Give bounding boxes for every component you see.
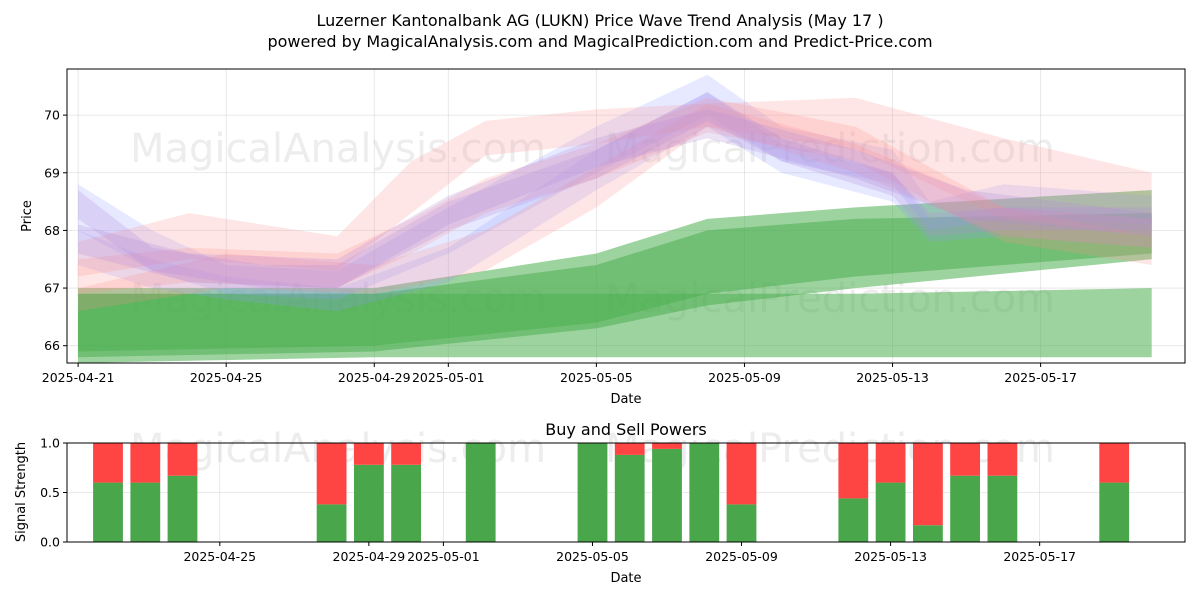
sell-bar xyxy=(167,443,198,476)
sell-bar xyxy=(652,443,682,449)
band-green-2 xyxy=(78,288,1152,363)
price-y-axis-label: Price xyxy=(20,200,35,232)
x-tick-label: 2025-04-29 xyxy=(333,549,406,564)
y-tick-label: 66 xyxy=(44,338,60,353)
buy-bar xyxy=(950,475,980,542)
x-tick-label: 2025-05-13 xyxy=(854,549,927,564)
sell-bar xyxy=(354,443,384,465)
buy-bar xyxy=(875,482,906,542)
sell-bar xyxy=(838,443,869,499)
x-tick-label: 2025-05-17 xyxy=(1003,549,1076,564)
chart-subtitle: powered by MagicalAnalysis.com and Magic… xyxy=(267,32,932,51)
x-tick-label: 2025-05-09 xyxy=(705,549,778,564)
signal-y-axis-label: Signal Strength xyxy=(14,442,29,542)
signal-x-axis-label: Date xyxy=(610,571,641,586)
sell-bar xyxy=(93,443,123,483)
sell-bar xyxy=(913,443,943,526)
band-purple-9 xyxy=(78,109,1152,289)
price-bands xyxy=(78,74,1152,363)
sell-bar xyxy=(726,443,757,505)
price-plot-frame xyxy=(66,68,1186,364)
x-tick-label: 2025-05-09 xyxy=(708,370,781,385)
band-blue-4 xyxy=(78,92,1152,312)
watermark-text: MagicalAnalysis.com xyxy=(130,126,546,172)
y-tick-label: 69 xyxy=(44,165,60,180)
buy-bar xyxy=(1099,482,1130,542)
x-tick-label: 2025-04-25 xyxy=(190,370,263,385)
y-tick-label: 1.0 xyxy=(40,436,60,451)
buy-bar xyxy=(167,475,198,542)
x-tick-label: 2025-05-13 xyxy=(856,370,929,385)
sell-bar xyxy=(875,443,906,483)
buy-bar xyxy=(652,448,682,542)
price-x-ticks: 2025-04-21 2025-04-25 2025-04-29 2025-05-01… xyxy=(42,363,1077,385)
buy-bar xyxy=(838,498,869,542)
buy-bar xyxy=(354,464,384,542)
price-wave-chart: 2025-04-21 2025-04-25 2025-04-29 2025-05-01… xyxy=(20,68,1186,407)
buy-bar xyxy=(614,454,645,542)
y-tick-label: 70 xyxy=(44,108,60,123)
sell-bar xyxy=(316,443,347,505)
band-red-7 xyxy=(78,103,1152,312)
signal-y-ticks: 0.0 0.5 1.0 xyxy=(40,436,67,550)
x-tick-label: 2025-05-01 xyxy=(407,549,480,564)
band-red-5 xyxy=(78,97,1152,277)
x-tick-label: 2025-05-05 xyxy=(556,549,629,564)
buy-bar xyxy=(913,525,943,542)
x-tick-label: 2025-04-25 xyxy=(183,549,256,564)
chart-title: Luzerner Kantonalbank AG (LUKN) Price Wa… xyxy=(316,11,883,30)
signal-bars xyxy=(93,443,1130,542)
y-tick-label: 0.0 xyxy=(40,535,60,550)
y-tick-label: 0.5 xyxy=(40,485,60,500)
band-red-6 xyxy=(78,97,1152,294)
buy-bar xyxy=(93,482,123,542)
sell-bar xyxy=(987,443,1018,476)
buy-bar xyxy=(391,464,421,542)
x-tick-label: 2025-05-01 xyxy=(412,370,485,385)
signal-x-ticks: 2025-04-25 2025-04-29 2025-05-01 2025-05-05… xyxy=(183,542,1076,564)
buy-bar xyxy=(316,504,347,542)
buy-sell-title: Buy and Sell Powers xyxy=(545,420,707,439)
sell-bar xyxy=(1099,443,1130,483)
sell-bar xyxy=(391,443,421,465)
x-tick-label: 2025-05-17 xyxy=(1004,370,1077,385)
buy-bar xyxy=(577,443,608,542)
x-tick-label: 2025-05-05 xyxy=(560,370,633,385)
sell-bar xyxy=(130,443,161,483)
sell-bar xyxy=(614,443,645,455)
price-x-axis-label: Date xyxy=(610,392,641,407)
buy-bar xyxy=(465,443,496,542)
sell-bar xyxy=(950,443,980,476)
x-tick-label: 2025-04-21 xyxy=(42,370,115,385)
buy-bar xyxy=(726,504,757,542)
band-blue-3 xyxy=(78,74,1152,300)
watermark-text: MagicalPrediction.com xyxy=(605,126,1055,172)
buy-bar xyxy=(689,443,720,542)
buy-bar xyxy=(987,475,1018,542)
x-tick-label: 2025-04-29 xyxy=(338,370,411,385)
buy-bar xyxy=(130,482,161,542)
band-purple-8 xyxy=(78,92,1152,289)
y-tick-label: 68 xyxy=(44,223,60,238)
y-tick-label: 67 xyxy=(44,281,60,296)
buy-sell-chart: Buy and Sell Powers 2025-04-25 2025-04-29… xyxy=(14,420,1186,586)
price-y-ticks: 66 67 68 69 70 xyxy=(44,108,67,353)
